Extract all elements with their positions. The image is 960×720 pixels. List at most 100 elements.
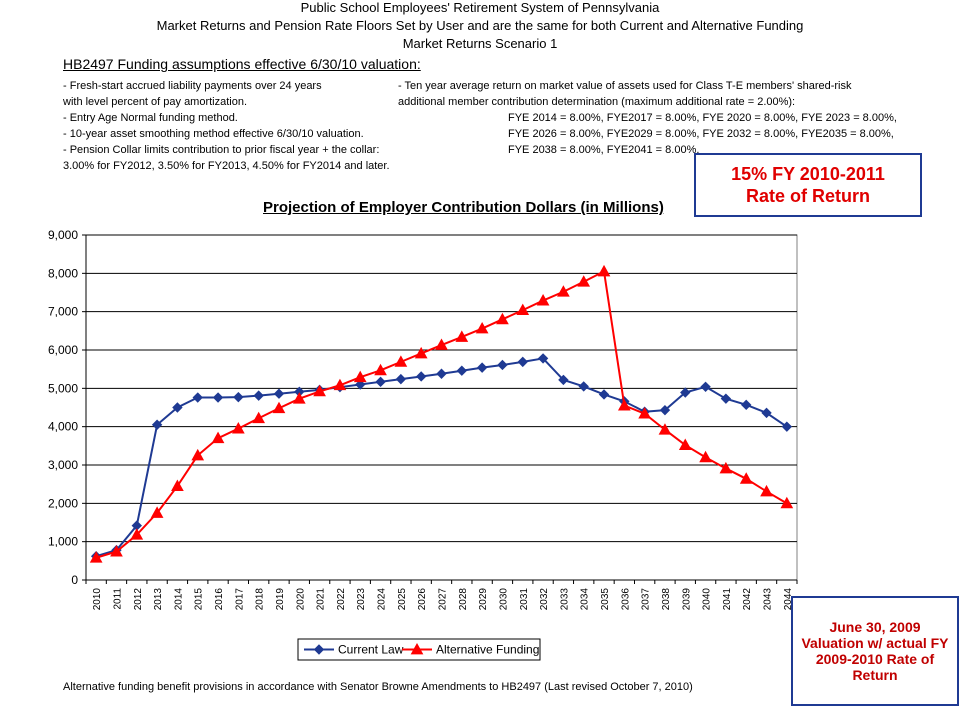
assumption-left-4: - 10-year asset smoothing method effecti… bbox=[63, 128, 364, 140]
current-law-point bbox=[558, 374, 569, 386]
x-tick-label: 2029 bbox=[478, 588, 489, 611]
y-tick-label: 8,000 bbox=[48, 266, 78, 280]
alternative-funding-point bbox=[89, 551, 103, 563]
current-law-point bbox=[517, 356, 528, 368]
current-law-point bbox=[273, 388, 285, 399]
alternative-funding-point bbox=[313, 384, 326, 397]
valuation-callout-text: June 30, 2009 Valuation w/ actual FY 200… bbox=[801, 619, 949, 683]
alternative-funding-point bbox=[760, 484, 773, 497]
alternative-funding-point bbox=[333, 378, 347, 391]
x-tick-label: 2040 bbox=[702, 588, 713, 611]
current-law-point bbox=[415, 371, 427, 382]
y-tick-label: 1,000 bbox=[48, 535, 78, 549]
alternative-funding-point bbox=[414, 346, 428, 359]
y-tick-label: 4,000 bbox=[48, 420, 78, 434]
y-tick-label: 7,000 bbox=[48, 305, 78, 319]
valuation-callout: June 30, 2009 Valuation w/ actual FY 200… bbox=[791, 596, 959, 706]
alternative-funding-point bbox=[516, 303, 530, 316]
legend-current-law-label: Current Law bbox=[338, 643, 404, 657]
x-tick-label: 2032 bbox=[539, 588, 550, 611]
current-law-point bbox=[761, 407, 772, 419]
alternative-funding-point bbox=[536, 294, 550, 306]
assumption-right-1: - Ten year average return on market valu… bbox=[398, 80, 852, 92]
current-law-point bbox=[598, 389, 610, 400]
x-tick-label: 2018 bbox=[255, 588, 266, 611]
alternative-funding-point bbox=[353, 370, 367, 383]
assumption-left-5: - Pension Collar limits contribution to … bbox=[63, 144, 380, 156]
alternative-funding-point bbox=[719, 461, 733, 474]
x-tick-label: 2034 bbox=[580, 588, 591, 611]
assumption-right-3: FYE 2014 = 8.00%, FYE2017 = 8.00%, FYE 2… bbox=[508, 112, 897, 124]
rate-of-return-line-2: Rate of Return bbox=[745, 186, 870, 206]
current-law-point bbox=[476, 362, 488, 373]
y-tick-label: 9,000 bbox=[48, 228, 78, 242]
current-law-point bbox=[253, 390, 264, 401]
current-law-point bbox=[355, 379, 366, 390]
alternative-funding-point bbox=[211, 431, 225, 444]
alternative-funding-point bbox=[780, 496, 794, 509]
plot-frame bbox=[85, 234, 798, 581]
x-tick-label: 2042 bbox=[742, 588, 753, 611]
current-law-point bbox=[700, 381, 711, 393]
alternative-funding-point bbox=[232, 422, 245, 434]
x-tick-label: 2013 bbox=[153, 588, 164, 611]
alternative-funding-point bbox=[475, 322, 489, 334]
alternative-funding-point bbox=[252, 411, 266, 424]
x-tick-label: 2030 bbox=[498, 588, 509, 611]
y-tick-label: 2,000 bbox=[48, 496, 78, 510]
series-alternative-funding bbox=[89, 264, 794, 563]
x-tick-label: 2015 bbox=[194, 588, 205, 611]
current-law-point bbox=[680, 387, 691, 398]
x-tick-label: 2037 bbox=[641, 588, 652, 611]
current-law-point bbox=[781, 421, 793, 432]
chart-title: Projection of Employer Contribution Doll… bbox=[263, 199, 664, 216]
x-tick-label: 2039 bbox=[681, 588, 692, 611]
alternative-funding-point bbox=[658, 423, 672, 435]
alternative-funding-point bbox=[435, 338, 448, 350]
current-law-point bbox=[659, 404, 671, 416]
current-law-point bbox=[375, 376, 386, 388]
current-law-point bbox=[720, 393, 732, 404]
y-tick-label: 5,000 bbox=[48, 381, 78, 395]
current-law-point bbox=[537, 353, 549, 364]
current-law-point bbox=[436, 368, 447, 379]
alternative-funding-point bbox=[557, 285, 570, 297]
footer-note: Alternative funding benefit provisions i… bbox=[63, 681, 693, 693]
x-tick-label: 2035 bbox=[600, 588, 611, 611]
x-tick-label: 2025 bbox=[397, 588, 408, 611]
current-law-point bbox=[212, 392, 224, 403]
current-law-point bbox=[741, 399, 752, 411]
x-tick-label: 2041 bbox=[722, 588, 733, 611]
alternative-funding-point bbox=[110, 545, 123, 557]
alternative-funding-point bbox=[374, 363, 387, 376]
current-law-point bbox=[456, 365, 468, 376]
alternative-funding-point bbox=[191, 448, 205, 461]
x-tick-label: 2033 bbox=[559, 588, 570, 611]
current-law-point bbox=[233, 391, 244, 403]
alternative-funding-point bbox=[150, 506, 164, 518]
alternative-funding-point bbox=[638, 407, 651, 419]
x-tick-label: 2016 bbox=[214, 588, 225, 611]
alternative-funding-point bbox=[739, 472, 753, 484]
alternative-funding-point bbox=[272, 401, 286, 414]
assumption-left-2: with level percent of pay amortization. bbox=[63, 96, 248, 108]
x-tick-label: 2026 bbox=[417, 588, 428, 611]
alternative-funding-point bbox=[455, 330, 469, 342]
x-tick-label: 2012 bbox=[133, 588, 144, 611]
x-tick-label: 2010 bbox=[92, 588, 103, 611]
alternative-funding-point bbox=[394, 355, 408, 367]
assumption-right-5: FYE 2038 = 8.00%, FYE2041 = 8.00%. bbox=[508, 144, 700, 156]
x-tick-label: 2022 bbox=[336, 588, 347, 611]
y-tick-label: 6,000 bbox=[48, 343, 78, 357]
alternative-funding-point bbox=[496, 312, 509, 325]
legend-current-law-marker bbox=[313, 644, 325, 655]
x-tick-label: 2024 bbox=[377, 588, 388, 611]
assumption-left-3: - Entry Age Normal funding method. bbox=[63, 112, 238, 124]
x-tick-label: 2017 bbox=[234, 588, 245, 611]
alternative-funding-point bbox=[171, 479, 184, 491]
y-tick-label: 3,000 bbox=[48, 458, 78, 472]
current-law-point bbox=[192, 392, 203, 403]
rate-of-return-callout: 15% FY 2010-2011 Rate of Return bbox=[694, 153, 922, 217]
alternative-funding-point bbox=[617, 399, 631, 411]
